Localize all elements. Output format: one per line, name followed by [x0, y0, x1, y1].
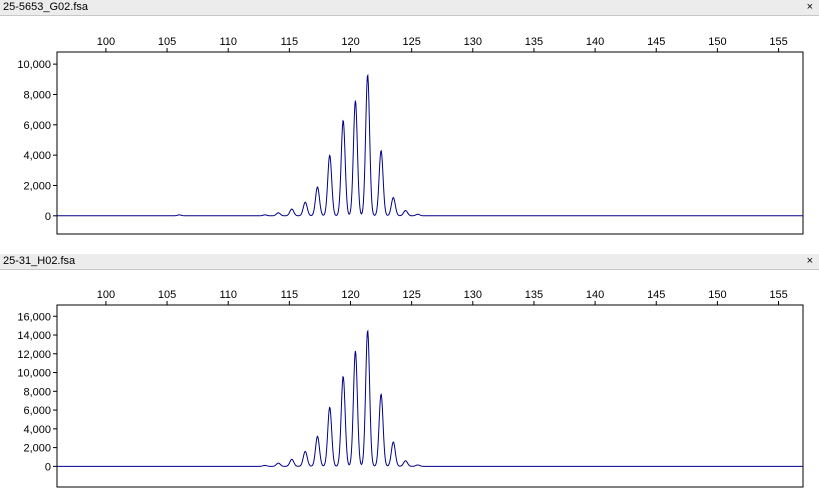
- y-tick-label: 16,000: [17, 311, 51, 323]
- x-tick-label: 110: [219, 289, 237, 301]
- y-tick-label: 0: [45, 211, 51, 223]
- y-tick-label: 8,000: [23, 89, 51, 101]
- y-tick-label: 8,000: [23, 386, 51, 398]
- x-tick-label: 130: [464, 289, 482, 301]
- x-tick-label: 115: [281, 289, 299, 301]
- y-tick-label: 4,000: [23, 150, 51, 162]
- plot-area: [56, 304, 804, 488]
- x-tick-label: 140: [586, 36, 604, 48]
- x-tick-label: 145: [647, 36, 665, 48]
- close-icon[interactable]: ×: [806, 1, 813, 13]
- x-tick-label: 105: [158, 36, 176, 48]
- y-tick-label: 14,000: [17, 330, 51, 342]
- panel-title: 25-31_H02.fsa: [3, 255, 76, 267]
- x-tick-label: 155: [769, 36, 787, 48]
- x-tick-label: 125: [402, 36, 420, 48]
- panel-title-bar: 25-31_H02.fsa ×: [0, 254, 819, 270]
- x-tick-label: 145: [647, 289, 665, 301]
- y-tick-label: 6,000: [23, 120, 51, 132]
- y-tick-label: 2,000: [23, 443, 51, 455]
- x-tick-label: 150: [708, 289, 726, 301]
- y-tick-label: 4,000: [23, 424, 51, 436]
- close-icon[interactable]: ×: [806, 255, 813, 267]
- x-tick-label: 110: [219, 36, 237, 48]
- plot-area: [56, 51, 804, 235]
- panel-title: 25-5653_G02.fsa: [3, 1, 89, 13]
- x-tick-label: 140: [586, 289, 604, 301]
- y-tick-label: 12,000: [17, 349, 51, 361]
- x-tick-label: 105: [158, 289, 176, 301]
- x-tick-label: 150: [708, 36, 726, 48]
- y-tick-label: 0: [45, 461, 51, 473]
- x-tick-label: 120: [341, 289, 359, 301]
- x-tick-label: 125: [402, 289, 420, 301]
- signal-trace: [57, 73, 803, 217]
- x-tick-label: 100: [97, 289, 115, 301]
- x-tick-label: 120: [341, 36, 359, 48]
- x-tick-label: 100: [97, 36, 115, 48]
- electropherogram-panel-2: 25-31_H02.fsa × 100 105 110 115 120 125 130 135…: [0, 254, 819, 501]
- panel-title-bar: 25-5653_G02.fsa ×: [0, 0, 819, 16]
- y-tick-label: 10,000: [17, 368, 51, 380]
- x-tick-label: 115: [281, 36, 299, 48]
- x-tick-label: 135: [525, 289, 543, 301]
- y-tick-label: 2,000: [23, 180, 51, 192]
- electropherogram-panel-1: 25-5653_G02.fsa × 100 105 110 115 120 125 130 1…: [0, 0, 819, 250]
- electropherogram-chart-1: 100 105 110 115 120 125 130 135 140 145 150 155 0 2,0…: [17, 36, 804, 235]
- electropherogram-chart-2: 100 105 110 115 120 125 130 135 140 145 150 155 0 2,0…: [17, 289, 804, 488]
- x-tick-label: 130: [464, 36, 482, 48]
- x-tick-label: 135: [525, 36, 543, 48]
- signal-trace: [57, 329, 803, 467]
- y-tick-label: 10,000: [17, 59, 51, 71]
- y-tick-label: 6,000: [23, 405, 51, 417]
- x-tick-label: 155: [769, 289, 787, 301]
